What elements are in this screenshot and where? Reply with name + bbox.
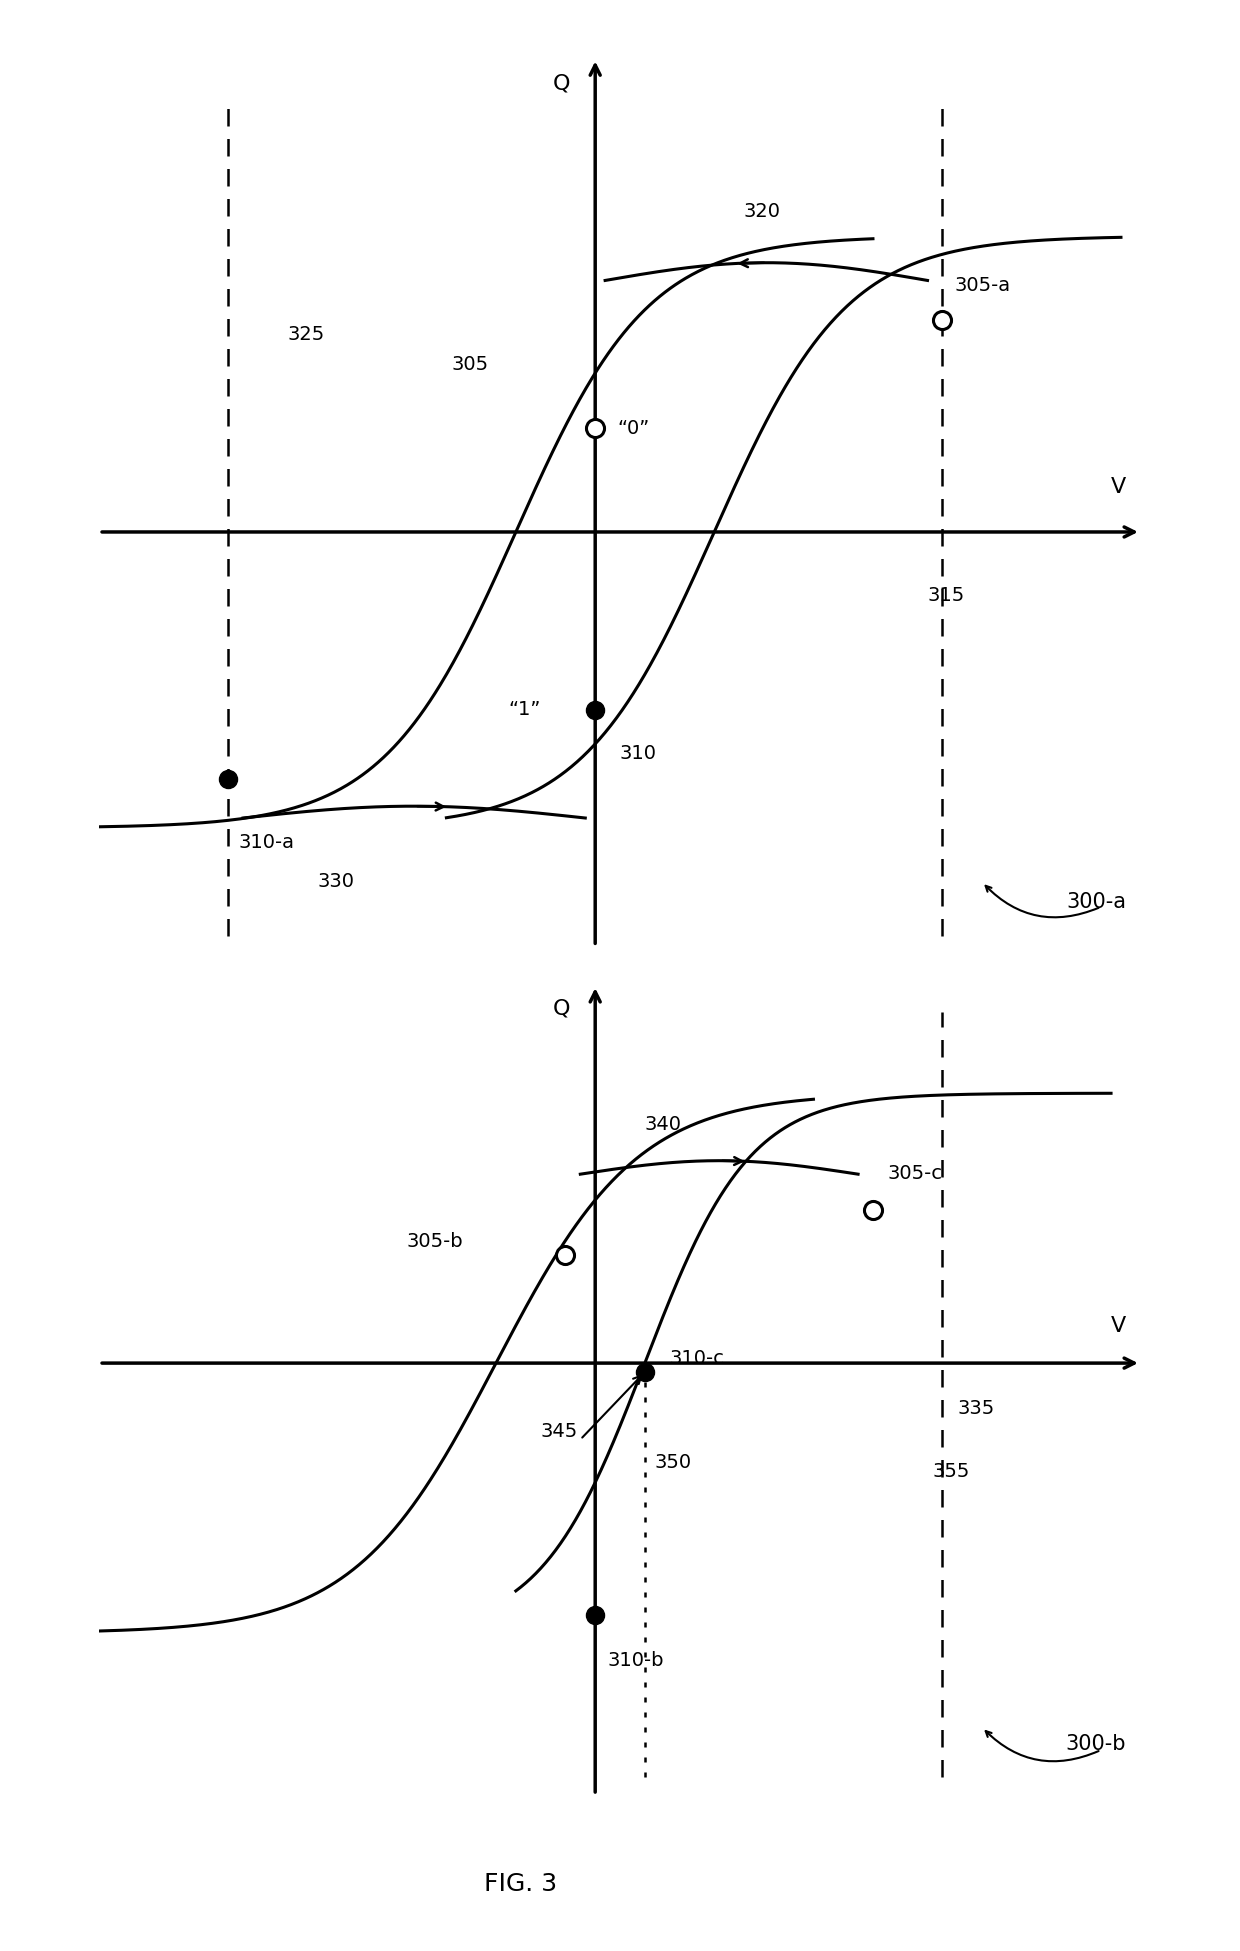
Text: 320: 320: [744, 203, 781, 220]
Text: 300-b: 300-b: [1065, 1734, 1126, 1754]
Text: 340: 340: [645, 1114, 682, 1134]
Text: 300-a: 300-a: [1066, 892, 1126, 911]
Text: 305-a: 305-a: [955, 277, 1011, 295]
Text: 335: 335: [957, 1399, 994, 1418]
Text: 305-b: 305-b: [407, 1233, 464, 1251]
Text: V: V: [1111, 1317, 1126, 1336]
Text: “0”: “0”: [618, 419, 650, 437]
Text: 345: 345: [541, 1422, 578, 1440]
Text: 310-a: 310-a: [238, 833, 294, 853]
Text: 330: 330: [317, 872, 355, 892]
Text: 310: 310: [620, 743, 657, 763]
Text: 305-c: 305-c: [888, 1165, 942, 1182]
Text: Q: Q: [553, 999, 570, 1018]
Text: 315: 315: [928, 585, 965, 605]
Text: 350: 350: [655, 1453, 692, 1473]
Text: “1”: “1”: [508, 700, 541, 720]
Text: 310-c: 310-c: [670, 1348, 724, 1368]
Text: V: V: [1111, 478, 1126, 498]
Text: 310-b: 310-b: [608, 1651, 663, 1670]
Text: 305: 305: [451, 355, 489, 375]
Text: Q: Q: [553, 74, 570, 94]
Text: 355: 355: [932, 1461, 970, 1481]
Text: 325: 325: [288, 326, 325, 343]
Text: FIG. 3: FIG. 3: [485, 1873, 557, 1896]
